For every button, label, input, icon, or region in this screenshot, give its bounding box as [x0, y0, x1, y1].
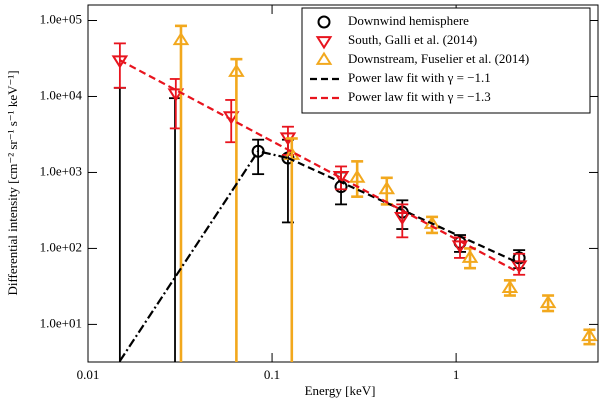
legend-label: Power law fit with γ = −1.3	[348, 89, 491, 104]
fit-line	[118, 150, 289, 362]
y-tick-label: 1.0e+02	[40, 239, 82, 254]
x-tick-label: 0.01	[77, 367, 100, 382]
marker	[501, 279, 519, 294]
marker	[378, 180, 396, 195]
fit-line	[119, 59, 520, 274]
y-tick-label: 1.0e+03	[40, 163, 82, 178]
marker	[510, 260, 528, 274]
marker	[393, 212, 411, 226]
marker	[461, 249, 479, 263]
y-tick-label: 1.0e+01	[40, 315, 82, 330]
x-axis-label: Energy [keV]	[305, 383, 376, 398]
marker	[172, 31, 190, 46]
marker	[251, 144, 265, 158]
legend-label: Downwind hemisphere	[348, 13, 469, 28]
x-tick-label: 1	[453, 367, 460, 382]
marker	[228, 63, 245, 77]
marker	[581, 327, 598, 342]
legend-label: South, Galli et al. (2014)	[348, 32, 477, 47]
legend-box	[301, 7, 591, 114]
marker	[167, 88, 185, 102]
legend-marker	[315, 51, 333, 65]
plot-frame	[87, 4, 599, 363]
marker	[348, 169, 366, 183]
x-tick-label: 0.1	[264, 367, 280, 382]
legend-label: Downstream, Fuselier et al. (2014)	[348, 51, 529, 66]
legend-label: Power law fit with γ = −1.1	[348, 70, 491, 85]
y-tick-label: 1.0e+04	[40, 87, 83, 102]
y-tick-label: 1.0e+05	[40, 11, 82, 26]
y-axis-label: Differential intensity [cm⁻² sr⁻¹ s⁻¹ ke…	[5, 70, 20, 295]
legend-marker	[317, 15, 331, 29]
legend-marker	[315, 36, 333, 50]
marker	[539, 294, 557, 309]
